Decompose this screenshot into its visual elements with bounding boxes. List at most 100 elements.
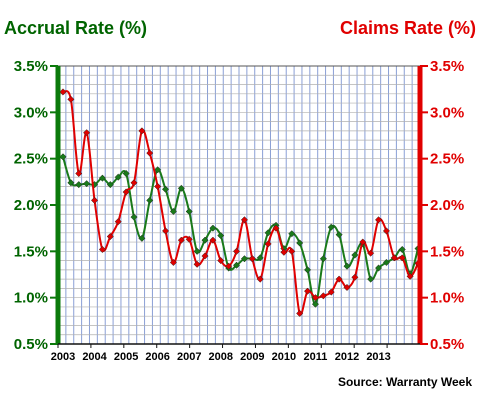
claims-data-point	[138, 127, 146, 135]
claims-data-point	[367, 249, 375, 257]
accrual-data-point	[319, 255, 327, 263]
accrual-data-point	[154, 166, 162, 174]
claims-data-point	[106, 232, 114, 241]
accrual-data-point	[304, 266, 312, 274]
right-y-tick-label: 1.0%	[430, 290, 464, 307]
right-y-tick-label: 0.5%	[430, 336, 464, 353]
claims-data-point	[67, 95, 75, 103]
claims-data-point	[209, 236, 217, 244]
claims-data-point	[225, 262, 233, 270]
claims-data-point	[280, 248, 288, 256]
accrual-data-point	[83, 180, 91, 188]
x-tick-label: 2013	[366, 351, 390, 363]
accrual-data-point	[201, 236, 209, 244]
accrual-data-point	[327, 223, 335, 231]
accrual-data-point	[162, 185, 170, 193]
accrual-data-point	[130, 213, 138, 221]
claims-data-point	[122, 188, 130, 196]
left-y-tick-label: 3.5%	[14, 58, 48, 75]
claims-rate-title: Claims Rate (%)	[340, 18, 476, 38]
claims-data-point	[75, 169, 83, 178]
left-y-tick-label: 3.0%	[14, 104, 48, 121]
source-label: Source: Warranty Week	[338, 375, 472, 389]
claims-data-point	[319, 292, 327, 300]
accrual-data-point	[311, 300, 319, 308]
claims-data-point	[327, 288, 335, 296]
claims-data-point	[91, 196, 99, 204]
x-tick-label: 2007	[177, 351, 201, 363]
claims-data-point	[311, 294, 319, 302]
accrual-data-point	[75, 181, 83, 189]
claims-data-point	[162, 227, 170, 235]
right-y-tick-label: 3.5%	[430, 58, 464, 75]
claims-data-point	[359, 238, 367, 246]
accrual-data-point	[114, 173, 122, 181]
x-tick-label: 2011	[304, 351, 328, 363]
accrual-rate-line	[62, 156, 419, 306]
x-tick-label: 2003	[51, 351, 75, 363]
claims-data-point	[185, 235, 193, 243]
accrual-data-point	[217, 232, 225, 240]
claims-data-point	[304, 287, 312, 295]
x-tick-label: 2012	[335, 351, 359, 363]
accrual-data-point	[67, 179, 75, 187]
claims-data-point	[343, 283, 351, 292]
accrual-data-point	[382, 258, 390, 267]
x-tick-label: 2005	[114, 351, 138, 363]
accrual-rate-title: Accrual Rate (%)	[4, 18, 147, 38]
claims-data-point	[169, 258, 177, 267]
accrual-data-point	[264, 229, 272, 237]
claims-data-point	[264, 240, 272, 248]
accrual-data-point	[122, 169, 130, 178]
accrual-data-point	[169, 207, 177, 216]
right-y-tick-label: 3.0%	[430, 104, 464, 121]
left-y-tick-label: 0.5%	[14, 336, 48, 353]
accrual-data-point	[375, 264, 383, 272]
claims-data-point	[154, 182, 162, 191]
accrual-data-point	[256, 254, 264, 262]
claims-data-point	[217, 257, 225, 265]
claims-data-point	[288, 247, 296, 255]
x-tick-label: 2008	[209, 351, 233, 363]
claims-data-point	[398, 254, 406, 262]
grid	[57, 65, 421, 345]
claims-data-point	[272, 224, 280, 232]
claims-data-point	[256, 275, 264, 283]
left-y-tick-label: 2.0%	[14, 197, 48, 214]
claims-data-point	[233, 247, 241, 255]
claims-data-point	[201, 252, 209, 260]
accrual-data-point	[343, 262, 351, 270]
series-layer	[59, 88, 422, 317]
accrual-data-point	[351, 251, 359, 259]
claims-data-point	[406, 272, 414, 280]
right-y-tick-label: 2.0%	[430, 197, 464, 214]
claims-data-point	[335, 275, 343, 283]
accrual-data-point	[98, 174, 106, 182]
x-tick-label: 2010	[272, 351, 296, 363]
accrual-data-point	[240, 255, 248, 263]
claims-data-point	[130, 179, 138, 187]
left-y-tick-label: 2.5%	[14, 151, 48, 168]
left-y-tick-label: 1.0%	[14, 290, 48, 307]
claims-data-point	[193, 260, 201, 268]
claims-data-point	[59, 88, 67, 96]
claims-data-point	[146, 149, 154, 157]
accrual-data-point	[185, 207, 193, 216]
claims-data-point	[177, 236, 185, 244]
claims-data-point	[83, 129, 91, 137]
right-y-tick-label: 2.5%	[430, 151, 464, 168]
left-y-tick-label: 1.5%	[14, 243, 48, 260]
accrual-data-point	[106, 181, 114, 189]
claims-data-point	[296, 309, 304, 317]
accrual-data-point	[146, 196, 154, 204]
accrual-data-point	[398, 245, 406, 254]
claims-data-point	[248, 255, 256, 263]
claims-data-point	[114, 218, 122, 226]
accrual-data-point	[367, 275, 375, 283]
accrual-data-point	[177, 184, 185, 192]
accrual-data-point	[335, 231, 343, 239]
accrual-data-point	[209, 224, 217, 232]
right-y-tick-label: 1.5%	[430, 243, 464, 260]
accrual-data-point	[193, 247, 201, 255]
